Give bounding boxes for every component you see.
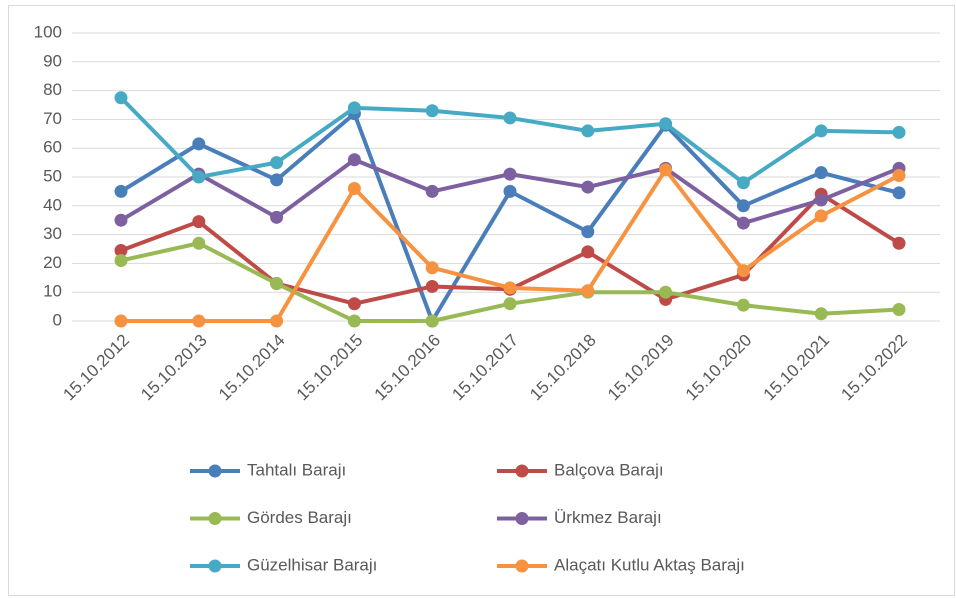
series-marker bbox=[892, 186, 906, 200]
series-marker bbox=[347, 297, 361, 311]
series-marker bbox=[270, 156, 284, 170]
legend-label: Tahtalı Barajı bbox=[247, 460, 346, 479]
series-marker bbox=[892, 236, 906, 250]
legend-marker bbox=[208, 464, 222, 478]
y-tick-label: 100 bbox=[34, 22, 62, 41]
y-tick-label: 10 bbox=[43, 282, 62, 301]
series-marker bbox=[659, 163, 673, 177]
series-marker bbox=[114, 243, 128, 257]
series-marker bbox=[892, 125, 906, 139]
series-marker bbox=[270, 277, 284, 291]
legend-marker bbox=[208, 512, 222, 525]
legend-marker bbox=[515, 512, 529, 525]
series-marker bbox=[425, 314, 439, 328]
series-marker bbox=[192, 314, 206, 328]
y-tick-label: 80 bbox=[43, 80, 62, 99]
legend-marker bbox=[208, 559, 222, 573]
y-tick-label: 50 bbox=[43, 166, 62, 185]
series-marker bbox=[581, 180, 595, 194]
series-marker bbox=[270, 314, 284, 328]
y-tick-label: 60 bbox=[43, 138, 62, 157]
series-marker bbox=[347, 101, 361, 115]
series-marker bbox=[736, 264, 750, 278]
series-marker bbox=[114, 213, 128, 227]
legend-label: Güzelhisar Barajı bbox=[247, 555, 377, 574]
series-marker bbox=[270, 173, 284, 187]
series-marker bbox=[192, 215, 206, 229]
series-marker bbox=[814, 193, 828, 207]
series-marker bbox=[581, 245, 595, 259]
series-marker bbox=[270, 210, 284, 224]
series-marker bbox=[503, 184, 517, 198]
series-marker bbox=[736, 199, 750, 213]
series-marker bbox=[425, 279, 439, 293]
series-marker bbox=[892, 169, 906, 183]
y-tick-label: 30 bbox=[43, 224, 62, 243]
chart-frame bbox=[8, 5, 955, 596]
series-marker bbox=[503, 297, 517, 311]
series-marker bbox=[114, 314, 128, 328]
legend-label: Alaçatı Kutlu Aktaş Barajı bbox=[554, 555, 745, 574]
y-tick-label: 40 bbox=[43, 195, 62, 214]
series-marker bbox=[347, 314, 361, 328]
series-marker bbox=[581, 225, 595, 239]
series-marker bbox=[814, 124, 828, 138]
series-marker bbox=[736, 176, 750, 190]
series-marker bbox=[425, 261, 439, 275]
legend-label: Gördes Barajı bbox=[247, 508, 352, 527]
series-marker bbox=[659, 117, 673, 131]
series-marker bbox=[814, 209, 828, 223]
series-marker bbox=[736, 298, 750, 312]
legend-label: Ürkmez Barajı bbox=[554, 508, 662, 527]
y-tick-label: 90 bbox=[43, 51, 62, 70]
series-marker bbox=[425, 104, 439, 118]
legend-marker bbox=[515, 559, 529, 573]
y-tick-label: 70 bbox=[43, 109, 62, 128]
series-marker bbox=[192, 137, 206, 151]
series-marker bbox=[581, 124, 595, 138]
legend-marker bbox=[515, 464, 529, 478]
series-marker bbox=[192, 236, 206, 250]
series-marker bbox=[503, 281, 517, 295]
y-tick-label: 20 bbox=[43, 253, 62, 272]
series-marker bbox=[347, 182, 361, 196]
legend-label: Balçova Barajı bbox=[554, 460, 664, 479]
series-marker bbox=[814, 166, 828, 180]
series-marker bbox=[192, 170, 206, 184]
series-marker bbox=[736, 216, 750, 230]
series-marker bbox=[581, 284, 595, 298]
series-marker bbox=[114, 184, 128, 198]
series-marker bbox=[503, 167, 517, 181]
series-marker bbox=[425, 184, 439, 198]
y-tick-label: 0 bbox=[53, 310, 62, 329]
series-marker bbox=[114, 254, 128, 268]
series-marker bbox=[347, 153, 361, 167]
series-marker bbox=[503, 111, 517, 125]
series-marker bbox=[814, 307, 828, 321]
series-marker bbox=[892, 302, 906, 316]
series-marker bbox=[114, 91, 128, 105]
series-marker bbox=[659, 285, 673, 299]
